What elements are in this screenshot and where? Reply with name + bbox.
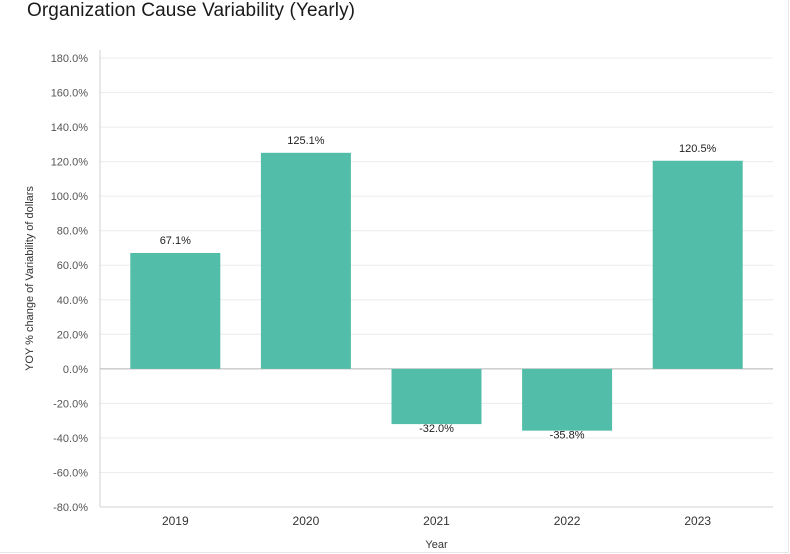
x-tick-label: 2022 <box>554 514 581 528</box>
y-tick-label: -40.0% <box>53 433 88 445</box>
bar-2019 <box>130 252 221 369</box>
x-tick-label: 2023 <box>684 514 711 528</box>
y-tick-label: 60.0% <box>57 260 88 272</box>
y-tick-label: 0.0% <box>63 364 88 376</box>
y-tick-label: 20.0% <box>57 329 88 341</box>
y-tick-label: 80.0% <box>57 226 88 238</box>
bar-2023 <box>652 160 743 369</box>
x-tick-label: 2021 <box>423 514 450 528</box>
y-axis-ticks: 180.0% 160.0% 140.0% 120.0% 100.0% 80.0% 60.0%… <box>51 53 89 514</box>
data-label: 125.1% <box>287 135 325 147</box>
chart-title: Organization Cause Variability (Yearly) <box>27 0 356 21</box>
y-tick-label: -20.0% <box>53 398 88 410</box>
bar-2022 <box>522 368 613 431</box>
y-tick-label: 40.0% <box>57 295 88 307</box>
y-tick-label: 180.0% <box>51 53 89 65</box>
data-label: 67.1% <box>160 235 191 247</box>
data-labels: 67.1% 125.1% -32.0% -35.8% 120.5% <box>160 135 717 442</box>
bars <box>130 152 743 431</box>
bar-2020 <box>260 152 351 369</box>
x-tick-label: 2020 <box>293 514 320 528</box>
y-tick-label: 100.0% <box>51 191 89 203</box>
y-tick-label: 160.0% <box>51 88 89 100</box>
bar-2021 <box>391 368 482 425</box>
y-tick-label: -60.0% <box>53 467 88 479</box>
x-tick-label: 2019 <box>162 514 189 528</box>
x-axis-ticks: 2019 2020 2021 2022 2023 <box>162 514 711 528</box>
data-label: -35.8% <box>550 430 585 442</box>
data-label: 120.5% <box>679 143 717 155</box>
x-axis-label: Year <box>425 539 448 551</box>
y-axis-label: YOY % change of Variability of dollars <box>24 186 36 371</box>
data-label: -32.0% <box>419 423 454 435</box>
y-tick-label: -80.0% <box>53 502 88 514</box>
y-tick-label: 140.0% <box>51 122 89 134</box>
y-tick-label: 120.0% <box>51 157 89 169</box>
